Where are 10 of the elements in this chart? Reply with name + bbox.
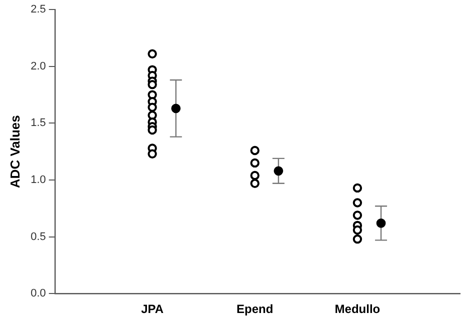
y-axis-title: ADC Values [7, 115, 22, 188]
y-tick-label: 2.5 [30, 4, 46, 16]
y-tick-label: 0.0 [30, 288, 46, 300]
x-tick-label: Medullo [334, 302, 380, 316]
y-tick-label: 0.5 [30, 230, 46, 243]
y-tick-label: 1.5 [30, 117, 46, 130]
x-tick-label: JPA [141, 302, 164, 316]
y-tick-label: 1.0 [30, 174, 46, 186]
y-tick-label: 2.0 [30, 60, 46, 72]
x-tick-label: Epend [236, 302, 274, 316]
